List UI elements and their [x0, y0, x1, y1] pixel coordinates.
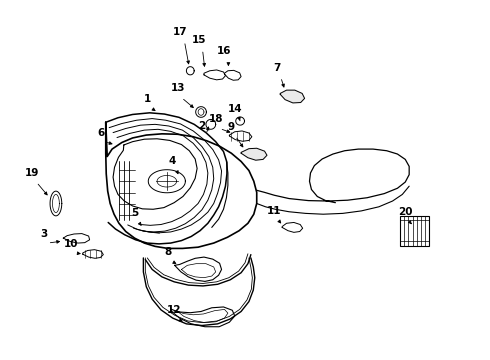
Bar — [400, 216, 429, 246]
Text: 4: 4 — [169, 156, 176, 166]
Text: 5: 5 — [131, 208, 139, 218]
Text: 1: 1 — [144, 94, 151, 104]
Text: 20: 20 — [398, 207, 413, 217]
Polygon shape — [241, 148, 267, 160]
Text: 9: 9 — [228, 122, 235, 132]
Text: 13: 13 — [171, 84, 185, 94]
Text: 18: 18 — [208, 114, 223, 124]
Text: 8: 8 — [164, 247, 171, 257]
Text: 6: 6 — [97, 127, 104, 138]
Text: 17: 17 — [173, 27, 188, 37]
Text: 7: 7 — [273, 63, 280, 73]
Text: 3: 3 — [40, 229, 48, 239]
Text: 15: 15 — [191, 35, 206, 45]
Text: 2: 2 — [198, 121, 206, 131]
Text: 10: 10 — [64, 239, 79, 249]
Text: 11: 11 — [267, 206, 282, 216]
Polygon shape — [280, 90, 305, 103]
Text: 19: 19 — [25, 168, 40, 178]
Text: 16: 16 — [217, 46, 232, 57]
Text: 12: 12 — [167, 305, 181, 315]
Text: 14: 14 — [228, 104, 243, 114]
